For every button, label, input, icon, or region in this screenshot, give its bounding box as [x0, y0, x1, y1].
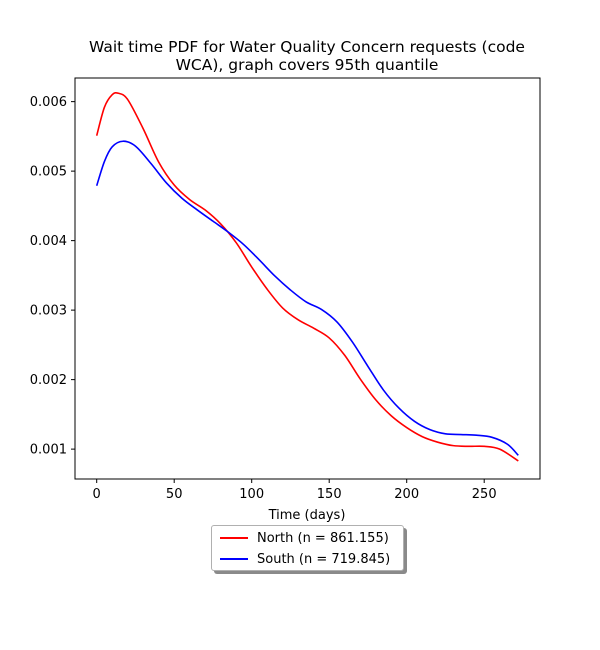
x-axis-label: Time (days) [268, 508, 346, 523]
x-tick-label: 0 [93, 487, 101, 502]
x-tick-label: 250 [472, 487, 497, 502]
legend-entry-north: North (n = 861.155) [220, 528, 389, 548]
legend-entry-south: South (n = 719.845) [220, 549, 390, 569]
y-tick-label: 0.006 [30, 95, 67, 110]
y-tick-label: 0.005 [30, 165, 67, 180]
legend-label-north: North (n = 861.155) [257, 530, 389, 546]
y-tick-label: 0.004 [30, 234, 67, 249]
series-line-south [95, 140, 519, 456]
series-line-north [95, 91, 519, 462]
tick-layer: 0 50 100 150 200 250 0.001 0.002 0.003 0.004 0.005… [30, 95, 497, 502]
y-tick-label: 0.001 [30, 443, 67, 458]
x-tick-label: 200 [394, 487, 419, 502]
plot-frame [74, 77, 541, 480]
chart-title-line-2: WCA), graph covers 95th quantile [176, 56, 439, 74]
chart-title-line-1: Wait time PDF for Water Quality Concern … [89, 38, 525, 56]
legend-swatch-south [220, 558, 248, 560]
series-layer [95, 91, 519, 462]
x-tick-label: 100 [239, 487, 264, 502]
x-tick-label: 150 [317, 487, 342, 502]
x-tick-label: 50 [166, 487, 183, 502]
y-tick-label: 0.003 [30, 304, 67, 319]
y-tick-label: 0.002 [30, 373, 67, 388]
legend-swatch-north [220, 537, 248, 539]
legend: North (n = 861.155) South (n = 719.845) [211, 525, 404, 571]
legend-label-south: South (n = 719.845) [257, 551, 391, 567]
